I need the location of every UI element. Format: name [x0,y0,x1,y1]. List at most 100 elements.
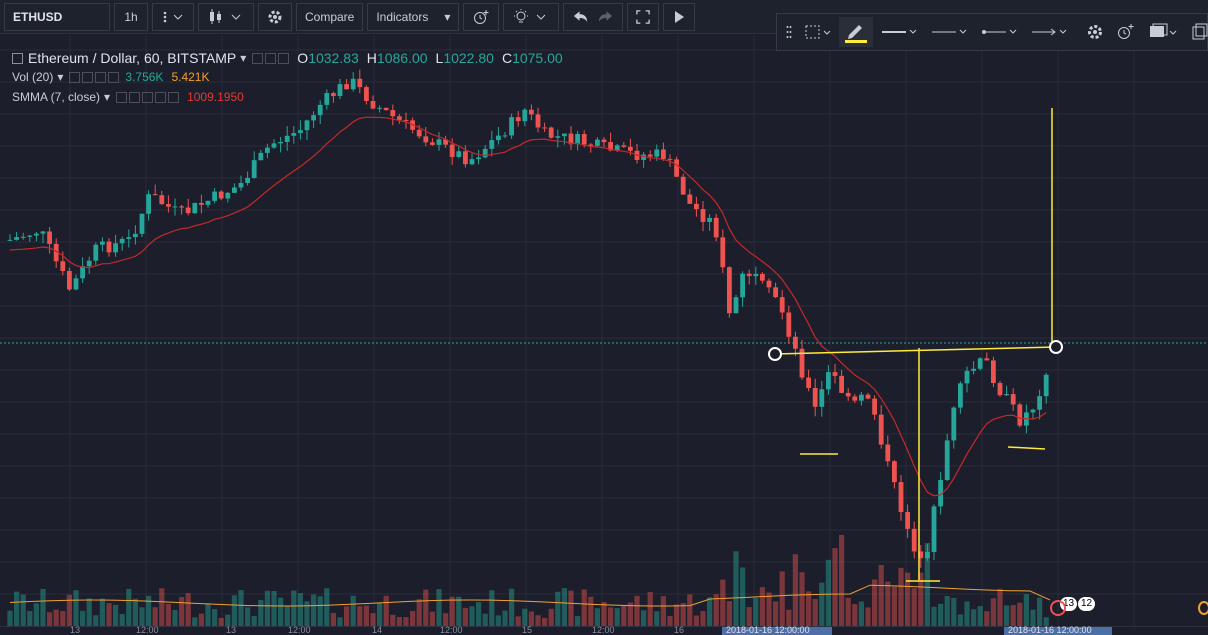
candle-body [20,236,26,238]
settings-icon[interactable] [265,52,277,64]
visual-order-button[interactable] [1143,17,1183,47]
volume-bar [792,554,798,626]
candle-body [238,182,244,188]
add-icon[interactable] [155,91,167,103]
alert-button[interactable] [463,2,500,31]
candle-body [845,392,851,397]
close-icon[interactable] [108,71,120,83]
line-color-button[interactable] [839,17,873,47]
candle-body [199,202,204,205]
candle-body [73,278,79,290]
volume-bar [264,590,270,626]
open-label: O [297,50,309,66]
selection-button[interactable] [799,17,837,47]
interval-button[interactable]: 1h [114,2,148,31]
eye-icon[interactable] [252,52,264,64]
time-range-highlight [722,627,832,635]
volume-bar [997,588,1003,626]
chart-canvas[interactable] [0,35,1208,626]
drawing-settings-button[interactable] [1081,17,1109,47]
candle-body [225,192,231,199]
volume-bar [779,571,785,626]
candle-body [1030,409,1036,413]
volume-bar [113,604,119,626]
series-title[interactable]: Ethereum / Dollar, 60, BITSTAMP [28,50,237,66]
interval-dropdown-button[interactable] [152,2,194,31]
compare-button[interactable]: Compare [296,2,364,31]
close-icon[interactable] [168,91,180,103]
eye-icon[interactable] [116,91,128,103]
volume-bar [251,615,257,626]
undo-icon[interactable] [572,9,589,25]
candle-body [588,144,594,146]
volume-bar [179,597,185,626]
indicators-button[interactable]: Indicators ▾ [367,2,460,31]
volume-legend: Vol (20) ▾ 3.756K 5.421K [12,70,209,84]
time-label-selected: 2018-01-16 12:00:00 [1008,625,1092,635]
volume-bar [621,605,627,626]
line-width-button[interactable] [875,17,923,47]
candle-body [661,149,666,159]
line-start-button[interactable] [975,17,1023,47]
candle-body [245,177,250,183]
volume-bar [311,594,317,626]
replay-button[interactable] [663,2,696,31]
collapse-icon[interactable] [12,52,23,64]
volume-bar [878,565,884,626]
volume-bar [561,588,567,626]
volume-bar [740,567,746,626]
line-style-button[interactable] [925,17,973,47]
time-axis[interactable]: 13 12:00 13 12:00 14 12:00 15 12:00 16 2… [0,625,1208,635]
symbol-search-button[interactable]: ETHUSD [4,2,110,31]
volume-bar [674,604,680,626]
volume-bar [119,614,125,626]
eye-icon[interactable] [69,71,81,83]
candle-body [905,512,910,529]
chevron-down-icon[interactable]: ▾ [104,90,111,104]
candle-body [991,360,996,384]
candle-body [839,375,844,393]
candle-body [694,203,699,210]
fullscreen-button[interactable] [627,2,660,31]
drag-handle[interactable] [781,17,797,47]
candle-body [667,158,673,160]
chart-type-button[interactable] [198,2,254,31]
volume-bar [33,603,39,626]
vol-title[interactable]: Vol (20) [12,70,54,84]
line-end-button[interactable] [1025,17,1073,47]
event-icon[interactable] [1198,601,1208,615]
settings-icon[interactable] [82,71,94,83]
candle-body [1010,394,1016,405]
volume-bar [786,609,792,626]
flag-icon[interactable] [1050,600,1066,616]
candle-body [687,194,693,204]
ideas-button[interactable] [503,2,560,31]
chart-settings-button[interactable] [258,2,292,31]
price-chart[interactable] [0,35,1208,626]
volume-bar [693,615,699,626]
chevron-down-icon[interactable]: ▾ [240,51,247,65]
candle-body [964,370,970,384]
event-badge[interactable]: 12 [1078,597,1096,611]
candle-body [47,231,52,244]
drawing-toolbar [776,13,1208,51]
clone-button[interactable] [1185,17,1208,47]
settings-icon[interactable] [129,91,141,103]
volume-bar [858,601,864,626]
add-icon[interactable] [95,71,107,83]
close-icon[interactable] [278,52,290,64]
source-icon[interactable] [142,91,154,103]
volume-bar [429,611,435,626]
candle-body [344,84,349,90]
redo-icon[interactable] [597,9,614,25]
volume-bar [522,608,528,626]
volume-bar [139,607,145,626]
volume-bar [759,587,765,626]
volume-bar [938,603,944,626]
add-alert-button[interactable] [1111,17,1141,47]
smma-title[interactable]: SMMA (7, close) [12,90,101,104]
volume-bar [212,609,218,626]
volume-bar [627,602,633,626]
chevron-down-icon[interactable]: ▾ [57,70,64,84]
volume-bar [502,610,508,626]
